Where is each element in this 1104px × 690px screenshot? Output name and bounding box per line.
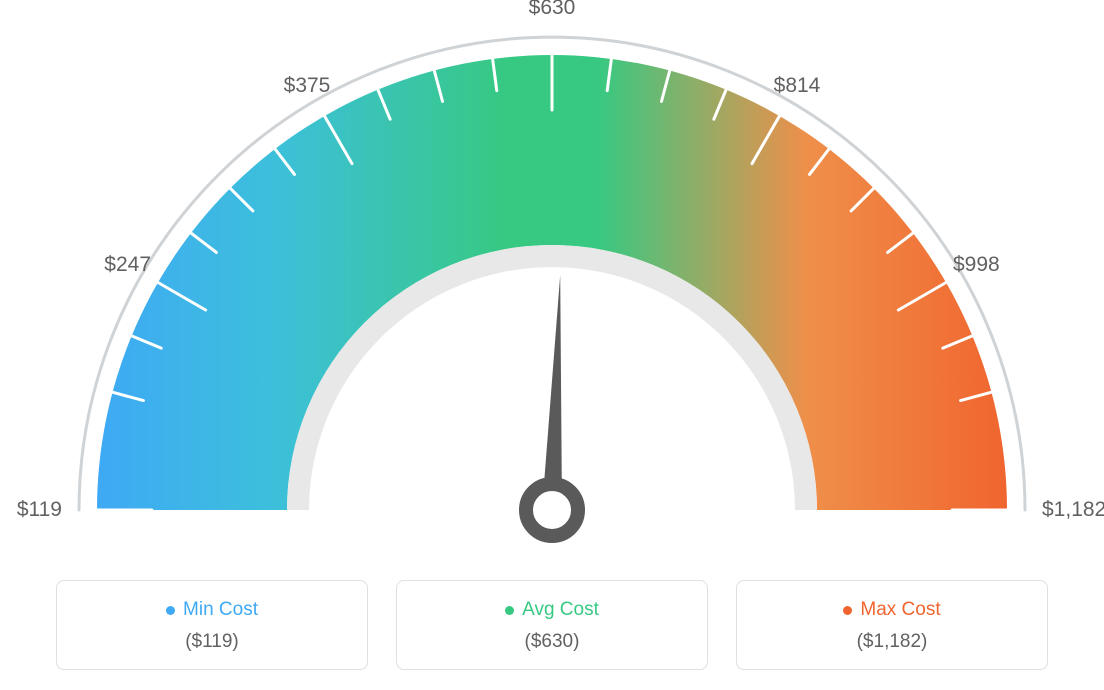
dot-icon <box>505 606 514 615</box>
gauge-tick-label: $375 <box>284 74 331 98</box>
legend-min-label: Min Cost <box>183 599 258 621</box>
legend-card-max: Max Cost ($1,182) <box>736 580 1048 670</box>
legend-card-avg: Avg Cost ($630) <box>396 580 708 670</box>
legend-row: Min Cost ($119) Avg Cost ($630) Max Cost… <box>0 580 1104 670</box>
gauge-chart-container: $119 $247 $375 $630 $814 $998 $1,182 Min Cost … <box>0 0 1104 690</box>
legend-min-value: ($119) <box>57 631 367 653</box>
gauge-tick-label: $247 <box>104 253 151 277</box>
legend-title-min: Min Cost <box>166 599 258 621</box>
legend-title-avg: Avg Cost <box>505 599 599 621</box>
gauge-tick-label: $1,182 <box>1042 498 1104 522</box>
legend-max-label: Max Cost <box>860 599 940 621</box>
legend-card-min: Min Cost ($119) <box>56 580 368 670</box>
gauge-tick-label: $814 <box>774 74 821 98</box>
gauge-area: $119 $247 $375 $630 $814 $998 $1,182 <box>0 0 1104 560</box>
dot-icon <box>843 606 852 615</box>
legend-avg-value: ($630) <box>397 631 707 653</box>
gauge-tick-label: $630 <box>529 0 576 20</box>
gauge-tick-label: $119 <box>17 498 62 522</box>
legend-avg-label: Avg Cost <box>522 599 599 621</box>
dot-icon <box>166 606 175 615</box>
legend-max-value: ($1,182) <box>737 631 1047 653</box>
legend-title-max: Max Cost <box>843 599 940 621</box>
gauge-tick-label: $998 <box>953 253 1000 277</box>
gauge-svg <box>0 0 1104 560</box>
